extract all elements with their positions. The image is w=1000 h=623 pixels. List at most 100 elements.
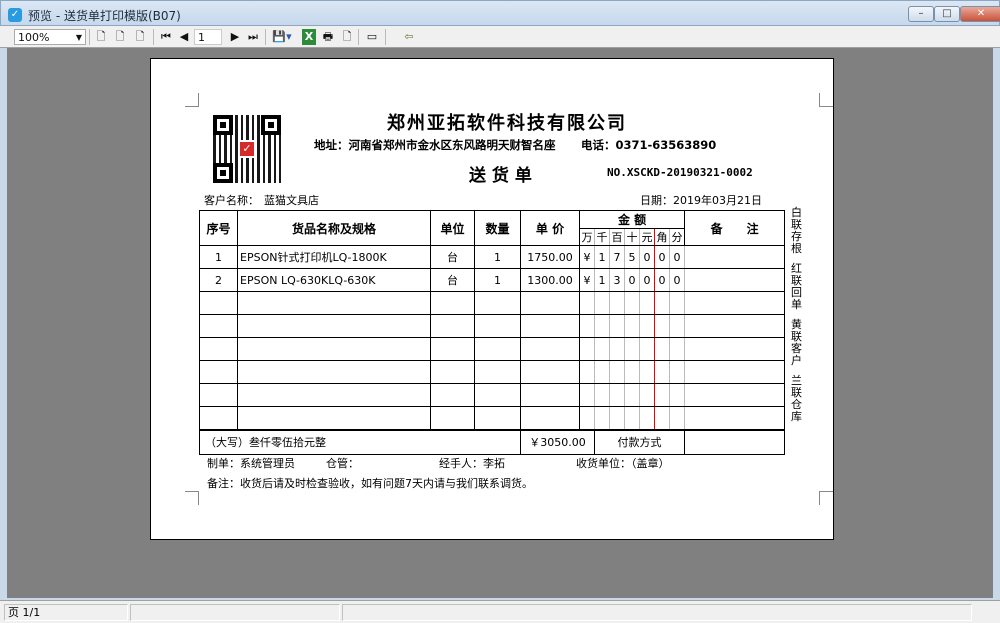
cell-remark <box>684 383 786 407</box>
cell-digit <box>654 337 670 361</box>
table-row <box>199 291 786 315</box>
status-bar: 页 1/1 <box>0 600 1000 623</box>
cell-digit <box>654 383 670 407</box>
cell-digit: 0 <box>639 245 655 269</box>
cell-digit <box>594 291 610 315</box>
copy-label: 兰联仓库 <box>791 374 802 423</box>
cell-remark <box>684 360 786 384</box>
cell-no <box>199 406 238 430</box>
cell-digit <box>579 337 595 361</box>
cell-qty <box>474 337 521 361</box>
table-row: 2 EPSON LQ-630KLQ-630K 台 1 1300.00 ¥1 3 0 0 0 0 <box>199 268 786 292</box>
maker: 制单：系统管理员 <box>207 457 295 470</box>
cell-digit <box>594 314 610 338</box>
cell-price <box>520 337 580 361</box>
payment-label: 付款方式 <box>593 428 686 455</box>
cell-price <box>520 360 580 384</box>
header-name: 货品名称及规格 <box>237 210 431 246</box>
cell-name: EPSON针式打印机LQ-1800K <box>237 245 431 269</box>
whole-page-icon[interactable]: 🗋 <box>96 30 106 43</box>
cell-digit: 1 <box>594 245 610 269</box>
phone: 电话：0371-63563890 <box>581 138 717 152</box>
last-page-icon[interactable]: ⏭ <box>248 30 258 43</box>
first-page-icon[interactable]: ⏮ <box>161 30 171 43</box>
cell-digit <box>668 291 686 315</box>
copy-label: 红联回单 <box>791 262 802 311</box>
header-digit: 千 <box>594 228 610 246</box>
cell-unit <box>430 406 475 430</box>
cell-digit: ¥ <box>579 268 595 292</box>
header-qty: 数量 <box>474 210 521 246</box>
cell-digit: 0 <box>654 245 670 269</box>
cell-digit <box>579 406 595 430</box>
cell-price <box>520 383 580 407</box>
table-row <box>199 337 786 361</box>
customer-name: 蓝猫文具店 <box>264 194 319 207</box>
cell-unit <box>430 291 475 315</box>
minimize-button[interactable]: – <box>908 6 934 22</box>
cell-digit <box>639 314 655 338</box>
cell-digit: 7 <box>609 245 625 269</box>
print-icon[interactable]: 🖶 <box>322 30 334 43</box>
cell-price: 1750.00 <box>520 245 580 269</box>
cell-qty <box>474 291 521 315</box>
items-table: 序号 货品名称及规格 单位 数量 单 价 金 额 备 注 万千百十元角分 1 EP… <box>199 210 786 455</box>
cell-digit <box>579 314 595 338</box>
page-setup-icon[interactable]: 🗋 <box>342 30 352 43</box>
header-price: 单 价 <box>520 210 580 246</box>
table-row <box>199 360 786 384</box>
title-bar: ✓ 预览 - 送货单打印模版(B07) – □ ✕ <box>0 0 1000 26</box>
cell-digit <box>639 383 655 407</box>
cell-digit <box>609 314 625 338</box>
maximize-button[interactable]: □ <box>934 6 960 22</box>
cell-no <box>199 337 238 361</box>
page-input[interactable]: 1 <box>194 29 222 45</box>
preview-area: ✓ 郑州亚拓软件科技有限公司 地址：河南省郑州市金水区东风路明天财智名座 电话：… <box>7 48 993 598</box>
page-width-icon[interactable]: 🗋 <box>115 30 125 43</box>
cell-name <box>237 337 431 361</box>
cell-no: 1 <box>199 245 238 269</box>
cell-digit <box>609 406 625 430</box>
cell-unit <box>430 314 475 338</box>
cell-qty: 1 <box>474 245 521 269</box>
cell-price <box>520 314 580 338</box>
cell-name <box>237 360 431 384</box>
actual-size-icon[interactable]: 🗋 <box>135 30 145 43</box>
cell-digit: ¥ <box>579 245 595 269</box>
cell-digit <box>654 406 670 430</box>
cell-digit <box>639 360 655 384</box>
header-digit: 万 <box>579 228 595 246</box>
save-icon[interactable]: 💾▾ <box>272 30 292 43</box>
header-remark: 备 注 <box>684 210 786 246</box>
cell-digit <box>668 337 686 361</box>
total-amount: ￥3050.00 <box>520 428 595 455</box>
cell-digit <box>668 406 686 430</box>
cell-remark <box>684 268 786 292</box>
fullscreen-icon[interactable]: ▭ <box>366 30 378 43</box>
cell-digit <box>594 383 610 407</box>
cell-digit <box>639 291 655 315</box>
cell-digit: 0 <box>624 268 640 292</box>
cell-qty <box>474 406 521 430</box>
cell-digit <box>668 383 686 407</box>
doc-number: NO.XSCKD-20190321-0002 <box>607 166 753 179</box>
warehouse-keeper: 仓管： <box>326 457 359 470</box>
cell-digit <box>609 337 625 361</box>
excel-export-icon[interactable]: X <box>302 29 316 45</box>
cell-digit <box>609 360 625 384</box>
prev-page-icon[interactable]: ◀ <box>179 30 189 43</box>
zoom-select[interactable]: 100% ▼ <box>14 29 86 45</box>
cell-unit <box>430 360 475 384</box>
header-amount: 金 额 <box>578 210 686 229</box>
exit-icon[interactable]: ⇦ <box>404 30 414 43</box>
header-no: 序号 <box>199 210 238 246</box>
doc-title: 送 货 单 <box>469 166 532 186</box>
cell-digit <box>594 406 610 430</box>
next-page-icon[interactable]: ▶ <box>230 30 240 43</box>
cell-digit <box>579 291 595 315</box>
cell-digit <box>624 314 640 338</box>
close-button[interactable]: ✕ <box>960 6 1000 22</box>
cell-no <box>199 314 238 338</box>
cell-digit <box>654 291 670 315</box>
zoom-value: 100% <box>18 31 50 44</box>
